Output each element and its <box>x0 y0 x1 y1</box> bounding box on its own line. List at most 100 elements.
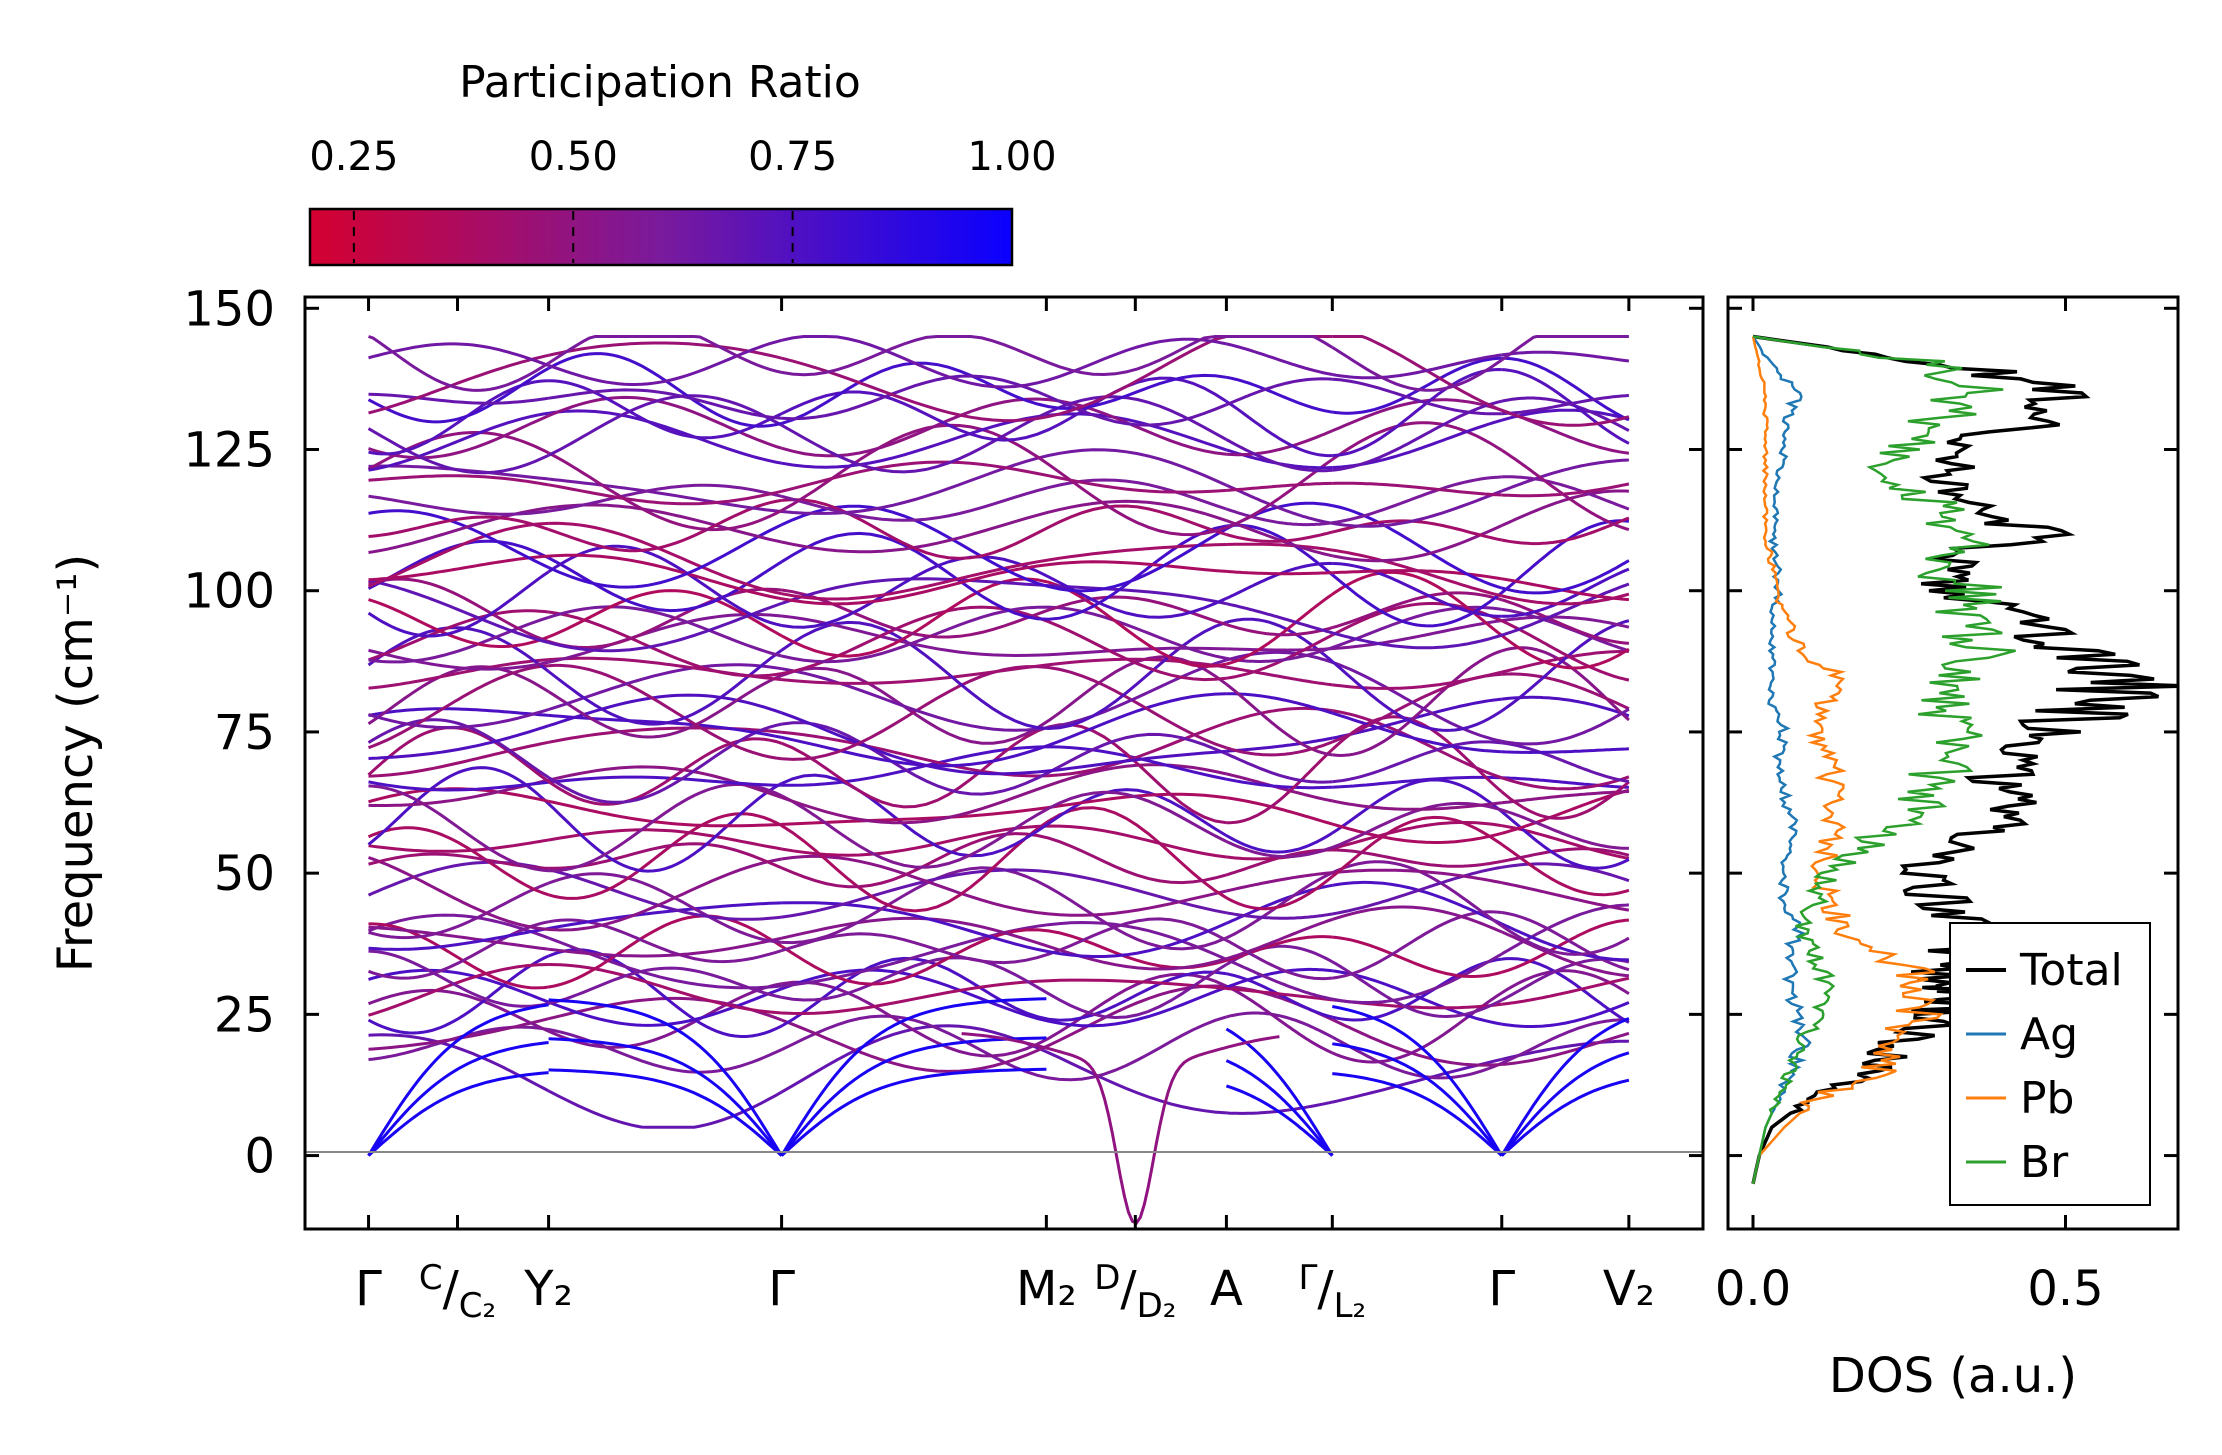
dos-plot-frame <box>1726 295 2180 1231</box>
phonon-band <box>781 901 1227 958</box>
phonon-band <box>548 914 783 989</box>
phonon-band <box>1331 822 1503 844</box>
phonon-band <box>781 498 1227 560</box>
y-tick-label: 125 <box>183 423 275 479</box>
phonon-band <box>781 588 1227 639</box>
phonon-band <box>1225 706 1333 725</box>
phonon-band <box>547 782 783 873</box>
phonon-band <box>367 920 549 980</box>
phonon-band <box>781 745 1227 787</box>
phonon-band <box>367 988 550 1033</box>
phonon-band <box>1331 346 1503 392</box>
phonon-band <box>1332 848 1503 868</box>
phonon-band <box>367 766 550 846</box>
phonon-band <box>1331 504 1503 590</box>
phonon-band <box>368 707 549 717</box>
phonon-band <box>1225 400 1333 458</box>
phonon-band <box>1501 567 1630 618</box>
phonon-band <box>548 521 782 596</box>
phonon-band <box>1501 489 1629 527</box>
phonon-band <box>1331 960 1503 1019</box>
dos-series-br <box>1751 335 2016 1185</box>
phonon-band <box>1331 1018 1502 1067</box>
phonon-bands <box>367 335 1630 1225</box>
phonon-band <box>547 523 783 589</box>
x-tick-label: Γ <box>768 1261 795 1317</box>
phonon-band <box>781 397 1227 458</box>
phonon-band <box>1501 393 1630 416</box>
colorbar-tick-label: 0.25 <box>309 134 398 180</box>
phonon-band <box>1501 918 1629 974</box>
phonon-band <box>548 799 782 828</box>
phonon-band <box>781 956 1228 1020</box>
phonon-band <box>1501 707 1630 746</box>
phonon-band <box>1501 930 1630 978</box>
phonon-band <box>1332 619 1503 651</box>
phonon-band <box>1225 561 1333 600</box>
phonon-band <box>1332 562 1502 618</box>
acoustic-band <box>1225 1059 1334 1157</box>
phonon-band <box>780 790 1228 869</box>
phonon-band <box>367 427 550 475</box>
phonon-band <box>1500 924 1630 956</box>
phonon-band <box>368 925 549 951</box>
phonon-band <box>781 478 1227 522</box>
phonon-band <box>367 609 549 662</box>
phonon-band <box>1226 569 1333 576</box>
colorbar-gradient <box>308 207 1014 267</box>
phonon-band <box>780 504 1228 593</box>
colorbar: Participation Ratio 0.25 0.50 0.75 1.00 <box>308 57 1057 267</box>
phonon-band <box>1225 483 1333 525</box>
phonon-band <box>548 341 782 360</box>
x-tick-label: D/D₂ <box>1094 1258 1176 1326</box>
phonon-band <box>1226 650 1333 664</box>
phonon-band <box>1331 799 1502 811</box>
phonon-band <box>368 577 550 643</box>
phonon-band <box>1225 458 1334 529</box>
phonon-band <box>1500 634 1630 670</box>
phonon-band <box>548 868 782 921</box>
phonon-band <box>368 881 550 940</box>
phonon-band <box>368 335 550 392</box>
phonon-band <box>548 587 782 650</box>
acoustic-band <box>1500 1017 1630 1157</box>
phonon-band <box>1332 910 1502 980</box>
phonon-band <box>548 483 782 506</box>
x-tick-label: M₂ <box>1016 1261 1077 1317</box>
phonon-band <box>547 674 783 739</box>
phonon-band <box>1501 911 1630 972</box>
phonon-band <box>1226 665 1333 687</box>
x-tick-label: Γ <box>1488 1261 1515 1317</box>
phonon-band <box>1501 592 1630 606</box>
phonon-band <box>368 922 549 990</box>
phonon-band <box>1226 602 1333 635</box>
phonon-band <box>1225 935 1333 962</box>
phonon-band <box>781 763 1227 825</box>
phonon-band <box>547 335 782 374</box>
phonon-band <box>1332 775 1502 789</box>
phonon-band <box>1226 617 1334 663</box>
phonon-band <box>548 338 782 386</box>
phonon-band <box>781 968 1227 1028</box>
phonon-band <box>548 663 782 711</box>
phonon-band <box>781 499 1227 554</box>
phonon-band <box>368 1033 550 1093</box>
phonon-band <box>1500 843 1630 897</box>
phonon-band <box>1225 530 1333 543</box>
band-plot-frame <box>303 295 1705 1231</box>
phonon-band <box>780 395 1228 474</box>
phonon-band <box>1225 958 1333 1001</box>
y-tick-label: 25 <box>214 987 275 1043</box>
phonon-band <box>781 460 1227 494</box>
acoustic-band <box>548 998 783 1157</box>
phonon-band <box>1332 548 1503 598</box>
phonon-band <box>368 411 549 472</box>
dos-series-pb <box>1751 336 1944 1185</box>
y-tick-label: 50 <box>214 846 275 902</box>
phonon-band <box>368 392 549 405</box>
phonon-band <box>1501 824 1630 860</box>
phonon-band <box>1332 740 1502 784</box>
phonon-band <box>1501 788 1630 835</box>
phonon-band <box>547 722 782 804</box>
phonon-band <box>781 711 1227 776</box>
